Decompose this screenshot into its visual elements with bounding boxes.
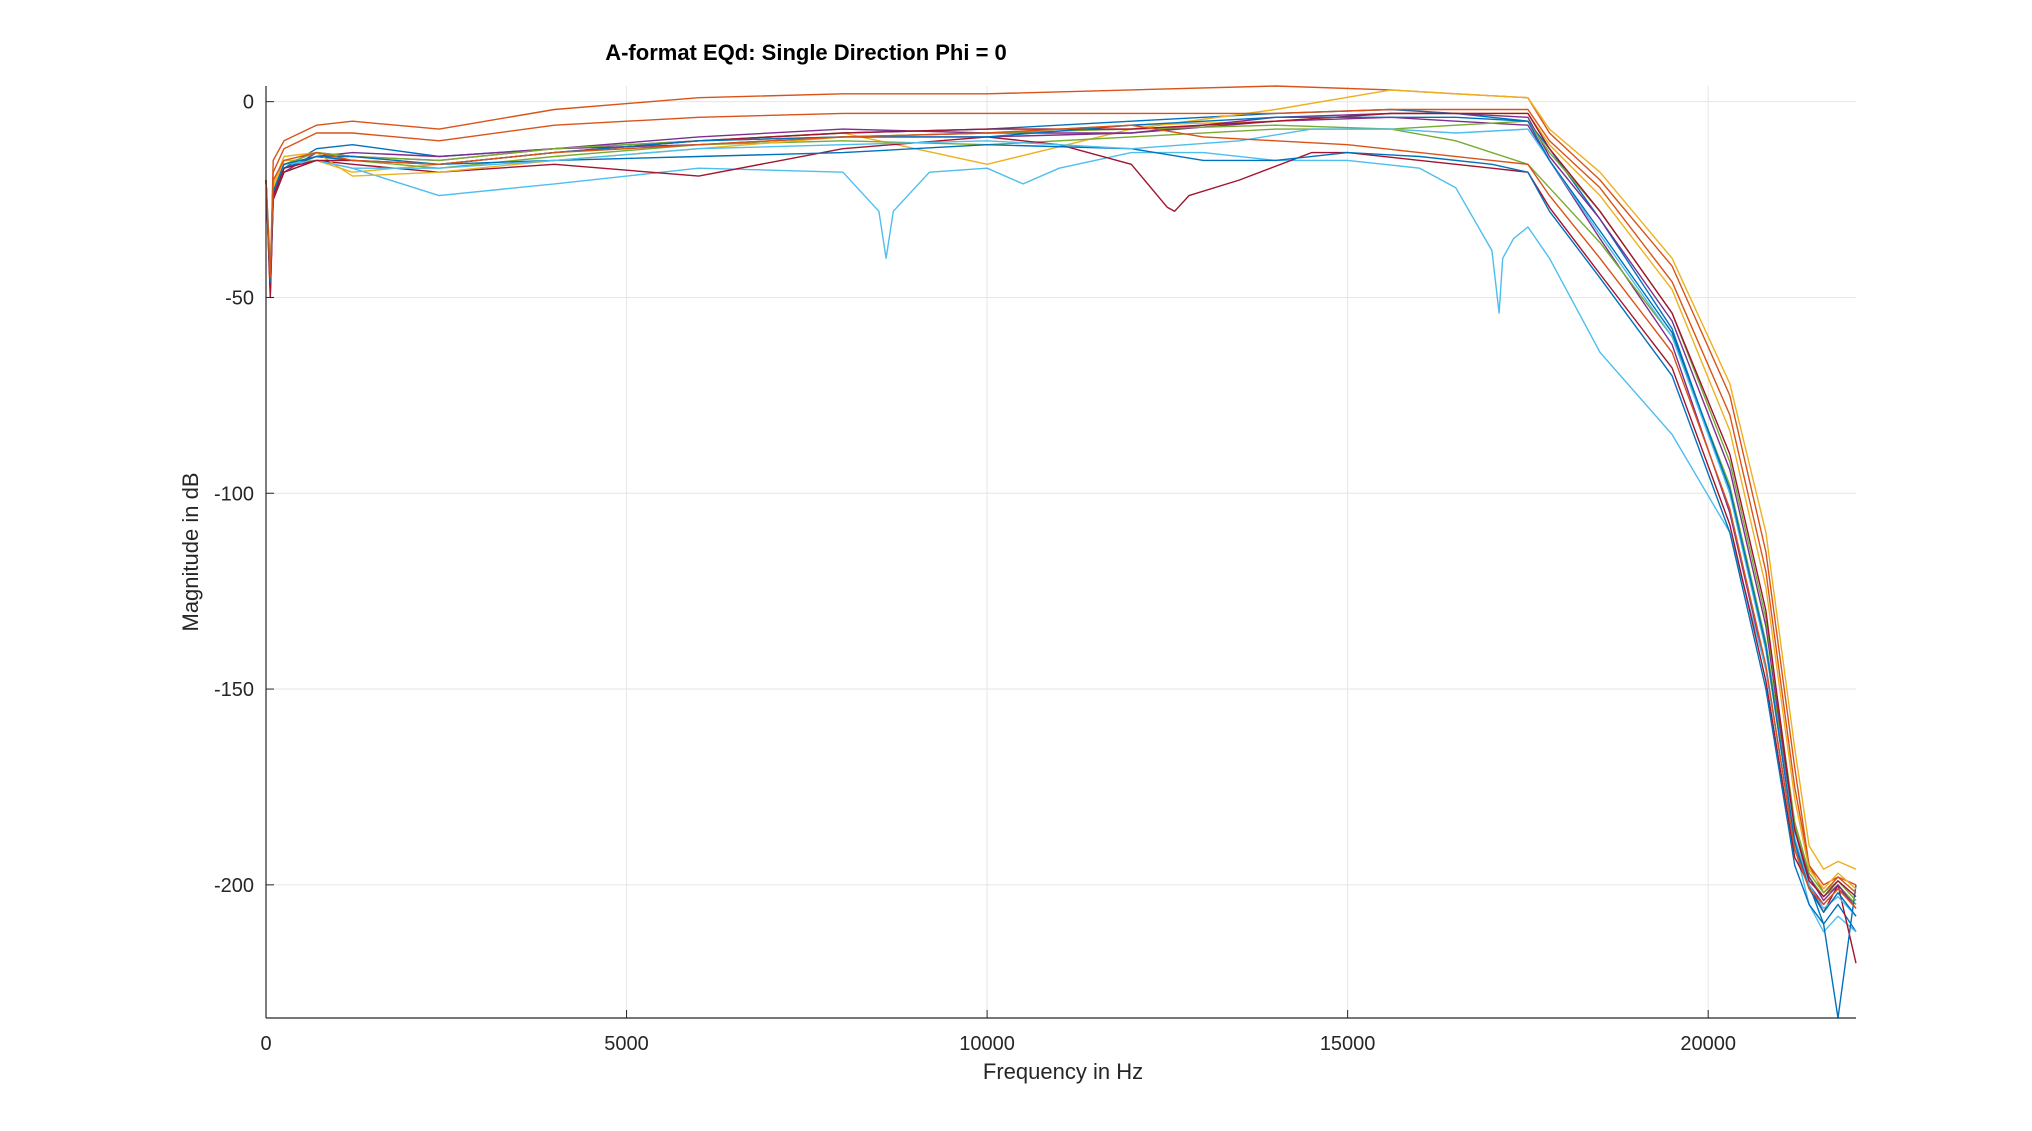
x-tick-label: 0: [260, 1033, 271, 1055]
x-axis-label: Frequency in Hz: [983, 1059, 1143, 1084]
series-line-15: [265, 116, 1857, 917]
axes-background: [266, 86, 1856, 1018]
y-axis-label: Magnitude in dB: [178, 473, 203, 632]
y-tick-label: -200: [214, 875, 254, 897]
ticks: 0 5000 10000 15000 20000 0 -50 -100 -150 -200: [214, 92, 1736, 1055]
grid: [265, 86, 1856, 1018]
x-tick-label: 20000: [1680, 1033, 1736, 1055]
y-tick-label: -150: [214, 679, 254, 701]
plot-area: [265, 85, 1857, 1019]
chart-title: A-format EQd: Single Direction Phi = 0: [605, 40, 1007, 65]
x-tick-label: 10000: [959, 1033, 1015, 1055]
x-tick-label: 15000: [1320, 1033, 1376, 1055]
series-line-7: [265, 136, 1857, 964]
y-tick-label: -50: [225, 287, 254, 309]
series-line-8: [265, 144, 1857, 1019]
series-line-9: [265, 108, 1857, 894]
axes: [265, 86, 1856, 1019]
series-line-6: [265, 151, 1857, 933]
y-tick-label: -100: [214, 483, 254, 505]
series-line-16: [265, 124, 1857, 909]
x-tick-label: 5000: [604, 1033, 649, 1055]
y-tick-label: 0: [243, 92, 254, 114]
series-line-2: [265, 85, 1857, 886]
